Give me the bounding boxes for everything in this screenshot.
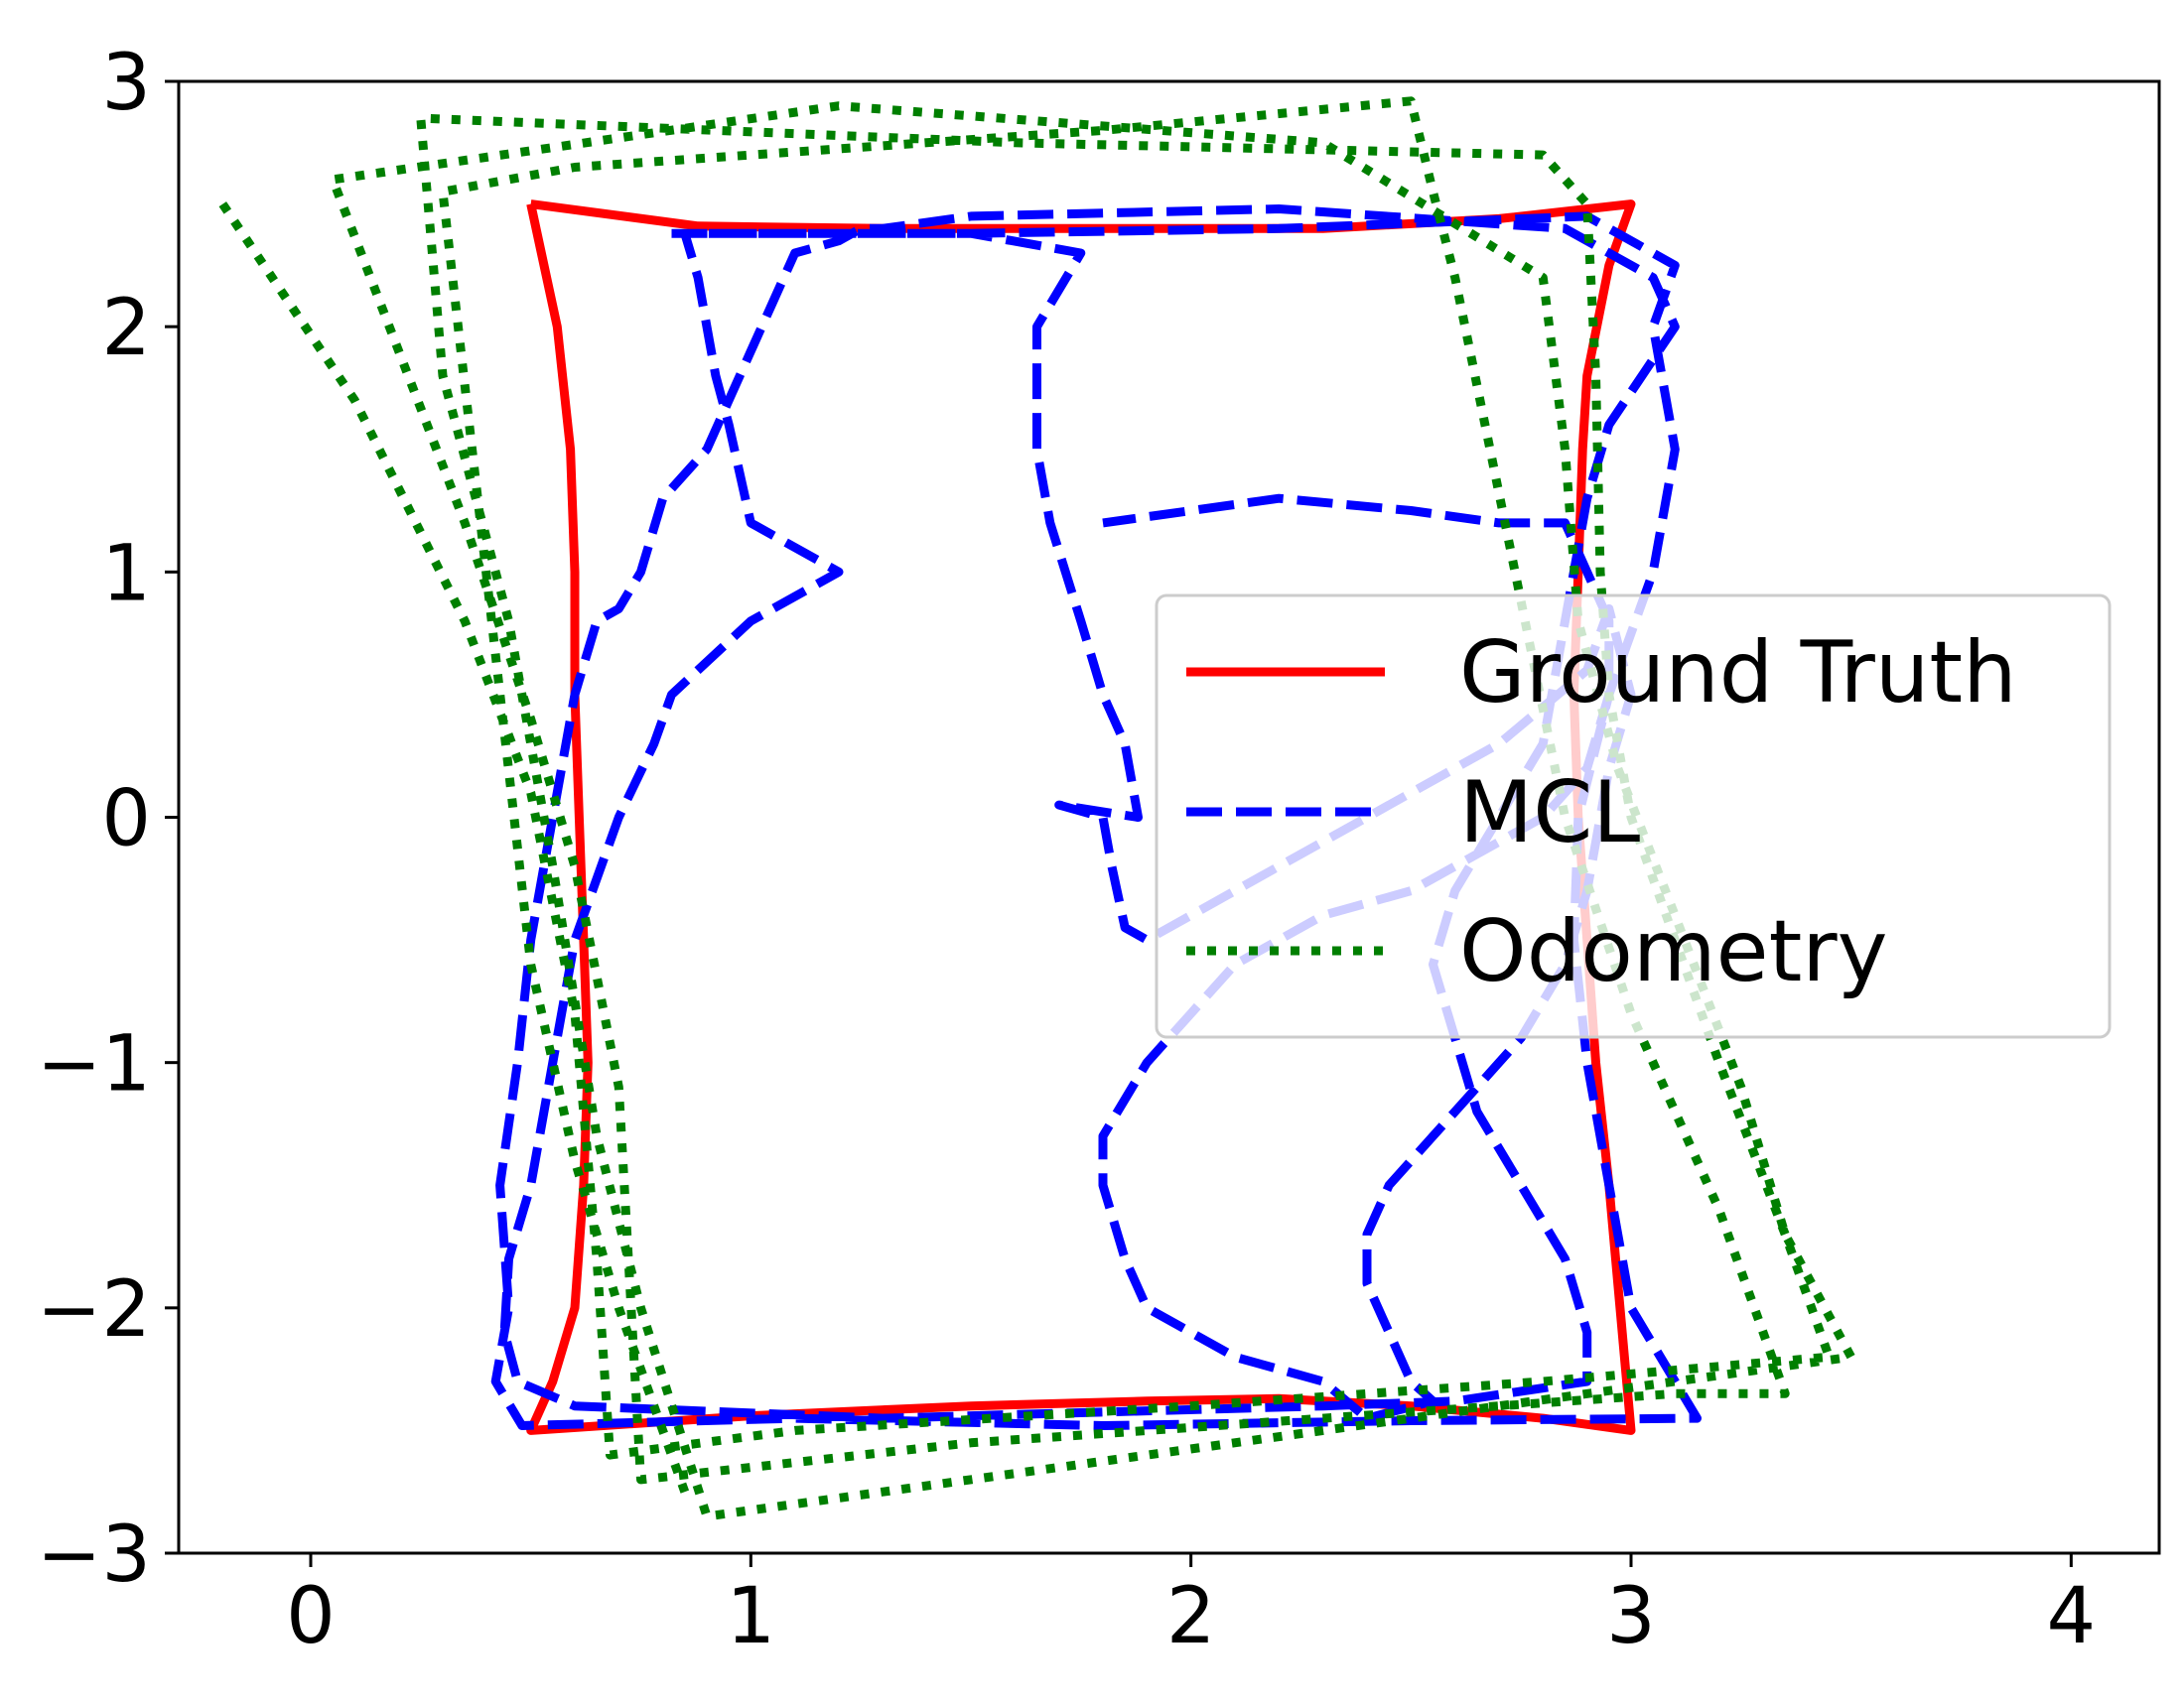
y-tick-label: 3 (101, 39, 151, 128)
series-line-odometry (218, 96, 1856, 1521)
x-tick-label: 0 (286, 1572, 336, 1661)
x-tick-label: 4 (2047, 1572, 2097, 1661)
series-layer (218, 96, 1856, 1521)
tick-layer: 0 1 2 3 4 −3 −2 −1 0 1 2 3 (37, 39, 2096, 1661)
y-tick-label: 1 (101, 529, 151, 618)
y-tick-label: 2 (101, 284, 151, 373)
legend-box (1155, 593, 2112, 1039)
legend-label-mcl: MCL (1459, 763, 1640, 862)
x-tick-label: 1 (727, 1572, 776, 1661)
series-line-mcl (490, 204, 1702, 1430)
y-tick-label: −1 (37, 1020, 151, 1110)
y-tick-label: −3 (37, 1510, 151, 1600)
y-tick-label: −2 (37, 1265, 151, 1355)
x-tick-label: 3 (1606, 1572, 1656, 1661)
legend-label-odometry: Odometry (1459, 902, 1888, 1001)
legend-label-ground-truth: Ground Truth (1459, 623, 2017, 722)
y-tick-label: 0 (101, 775, 151, 864)
legend: Ground Truth MCL Odometry (1155, 593, 2112, 1039)
x-tick-label: 2 (1166, 1572, 1216, 1661)
